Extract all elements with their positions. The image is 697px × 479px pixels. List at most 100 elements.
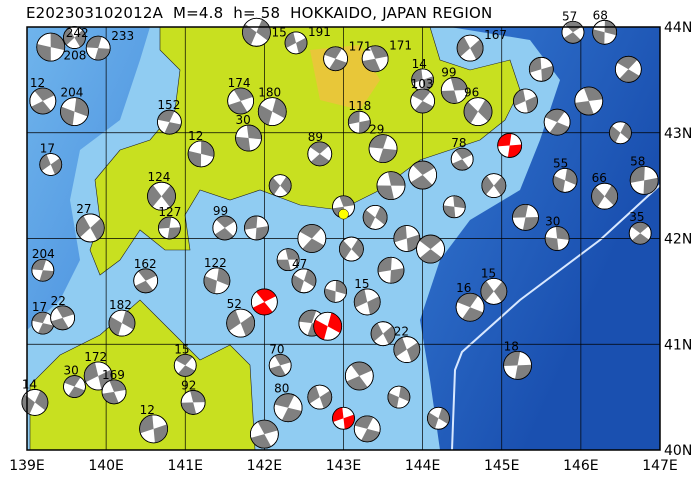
target-event-beachball[interactable] bbox=[497, 133, 523, 158]
focal-mechanism-beachball[interactable] bbox=[108, 309, 136, 337]
focal-mechanism-beachball[interactable] bbox=[387, 385, 411, 409]
trench-line bbox=[451, 184, 660, 450]
focal-mechanism-beachball[interactable] bbox=[481, 173, 507, 199]
focal-mechanism-beachball[interactable] bbox=[512, 203, 539, 231]
map-frame bbox=[26, 26, 661, 451]
focal-mechanism-beachball[interactable] bbox=[450, 147, 474, 171]
focal-mechanism-beachball[interactable] bbox=[158, 216, 181, 240]
focal-mechanism-beachball[interactable] bbox=[39, 153, 63, 176]
focal-mechanism-beachball[interactable] bbox=[157, 109, 182, 135]
focal-mechanism-beachball[interactable] bbox=[273, 393, 303, 423]
focal-mechanism-beachball[interactable] bbox=[544, 226, 570, 251]
focal-mechanism-beachball[interactable] bbox=[323, 46, 348, 72]
focal-mechanism-beachball[interactable] bbox=[83, 361, 113, 391]
focal-mechanism-beachball[interactable] bbox=[291, 268, 317, 294]
focal-mechanism-beachball[interactable] bbox=[180, 390, 206, 415]
focal-mechanism-beachball[interactable] bbox=[344, 361, 374, 391]
focal-mechanism-beachball[interactable] bbox=[139, 414, 169, 444]
x-tick-label: 141E bbox=[167, 458, 203, 474]
focal-mechanism-beachball[interactable] bbox=[212, 215, 238, 241]
focal-mechanism-beachball[interactable] bbox=[133, 268, 159, 294]
focal-mechanism-beachball[interactable] bbox=[427, 406, 450, 430]
focal-mechanism-beachball[interactable] bbox=[513, 88, 538, 114]
focal-mechanism-beachball[interactable] bbox=[591, 182, 619, 210]
depth-label: 99 bbox=[441, 65, 456, 79]
target-event-beachball[interactable] bbox=[332, 406, 355, 430]
focal-mechanism-beachball[interactable] bbox=[226, 308, 256, 338]
depth-label: 35 bbox=[629, 210, 644, 224]
depth-label: 92 bbox=[181, 378, 196, 392]
focal-mechanism-beachball[interactable] bbox=[50, 305, 76, 331]
focal-mechanism-beachball[interactable] bbox=[456, 34, 484, 62]
focal-mechanism-beachball[interactable] bbox=[29, 87, 57, 115]
focal-mechanism-beachball[interactable] bbox=[377, 256, 405, 284]
focal-mechanism-beachball[interactable] bbox=[393, 336, 421, 363]
focal-mechanism-beachball[interactable] bbox=[203, 267, 231, 295]
focal-mechanism-beachball[interactable] bbox=[393, 225, 421, 252]
focal-mechanism-beachball[interactable] bbox=[249, 419, 279, 449]
focal-mechanism-beachball[interactable] bbox=[440, 77, 468, 104]
focal-mechanism-beachball[interactable] bbox=[368, 134, 398, 164]
focal-mechanism-beachball[interactable] bbox=[147, 181, 176, 211]
focal-mechanism-beachball[interactable] bbox=[561, 20, 585, 44]
focal-mechanism-beachball[interactable] bbox=[628, 221, 652, 245]
focal-mechanism-beachball[interactable] bbox=[411, 68, 435, 92]
focal-mechanism-beachball[interactable] bbox=[75, 213, 105, 243]
focal-mechanism-beachball[interactable] bbox=[63, 375, 86, 398]
focal-mechanism-beachball[interactable] bbox=[376, 171, 406, 201]
focal-mechanism-beachball[interactable] bbox=[370, 321, 396, 347]
focal-mechanism-beachball[interactable] bbox=[235, 124, 262, 152]
focal-mechanism-beachball[interactable] bbox=[416, 234, 445, 264]
focal-mechanism-beachball[interactable] bbox=[36, 32, 66, 62]
focal-mechanism-beachball[interactable] bbox=[242, 17, 271, 47]
focal-mechanism-beachball[interactable] bbox=[552, 167, 578, 193]
focal-mechanism-beachball[interactable] bbox=[592, 19, 618, 45]
depth-label: 14 bbox=[22, 377, 37, 391]
focal-mechanism-beachball[interactable] bbox=[187, 140, 215, 168]
focal-mechanism-beachball[interactable] bbox=[353, 288, 381, 316]
focal-mechanism-beachball[interactable] bbox=[362, 204, 388, 230]
focal-mechanism-beachball[interactable] bbox=[609, 121, 632, 145]
focal-mechanism-beachball[interactable] bbox=[614, 55, 642, 83]
focal-mechanism-beachball[interactable] bbox=[480, 277, 508, 305]
focal-mechanism-beachball[interactable] bbox=[347, 110, 371, 134]
focal-mechanism-beachball[interactable] bbox=[455, 292, 485, 322]
focal-mechanism-beachball[interactable] bbox=[31, 258, 55, 282]
focal-mechanism-beachball[interactable] bbox=[85, 35, 111, 61]
focal-mechanism-beachball[interactable] bbox=[31, 311, 55, 335]
focal-mechanism-beachball[interactable] bbox=[463, 97, 493, 126]
focal-mechanism-beachball[interactable] bbox=[503, 350, 532, 380]
x-tick-label: 143E bbox=[326, 458, 362, 474]
focal-mechanism-beachball[interactable] bbox=[408, 160, 438, 190]
focal-mechanism-beachball[interactable] bbox=[60, 97, 89, 126]
epicenter-marker bbox=[338, 208, 349, 220]
focal-mechanism-beachball[interactable] bbox=[257, 97, 287, 126]
target-event-beachball[interactable] bbox=[313, 311, 343, 341]
depth-label: 191 bbox=[308, 25, 331, 39]
focal-mechanism-beachball[interactable] bbox=[227, 87, 255, 115]
focal-mechanism-beachball[interactable] bbox=[284, 31, 308, 55]
focal-mechanism-beachball[interactable] bbox=[442, 195, 466, 219]
focal-mechanism-beachball[interactable] bbox=[101, 379, 127, 405]
focal-mechanism-beachball[interactable] bbox=[21, 389, 49, 416]
focal-mechanism-beachball[interactable] bbox=[268, 174, 292, 198]
focal-mechanism-beachball[interactable] bbox=[307, 141, 333, 167]
focal-mechanism-beachball[interactable] bbox=[629, 165, 659, 195]
focal-mechanism-beachball[interactable] bbox=[244, 215, 269, 241]
focal-mechanism-beachball[interactable] bbox=[574, 86, 604, 116]
focal-mechanism-beachball[interactable] bbox=[528, 56, 554, 82]
depth-label: 96 bbox=[464, 86, 479, 100]
focal-mechanism-beachball[interactable] bbox=[297, 224, 327, 253]
focal-mechanism-beachball[interactable] bbox=[361, 45, 389, 73]
focal-mechanism-beachball[interactable] bbox=[173, 353, 197, 377]
focal-mechanism-beachball[interactable] bbox=[307, 384, 333, 410]
focal-mechanism-beachball[interactable] bbox=[353, 415, 381, 443]
focal-mechanism-beachball[interactable] bbox=[276, 248, 300, 272]
focal-mechanism-beachball[interactable] bbox=[324, 279, 347, 303]
depth-label: 122 bbox=[204, 256, 227, 270]
target-event-beachball[interactable] bbox=[250, 288, 278, 316]
focal-mechanism-beachball[interactable] bbox=[268, 353, 292, 377]
focal-mechanism-beachball[interactable] bbox=[410, 88, 436, 114]
focal-mechanism-beachball[interactable] bbox=[543, 108, 571, 136]
focal-mechanism-beachball[interactable] bbox=[339, 236, 364, 262]
